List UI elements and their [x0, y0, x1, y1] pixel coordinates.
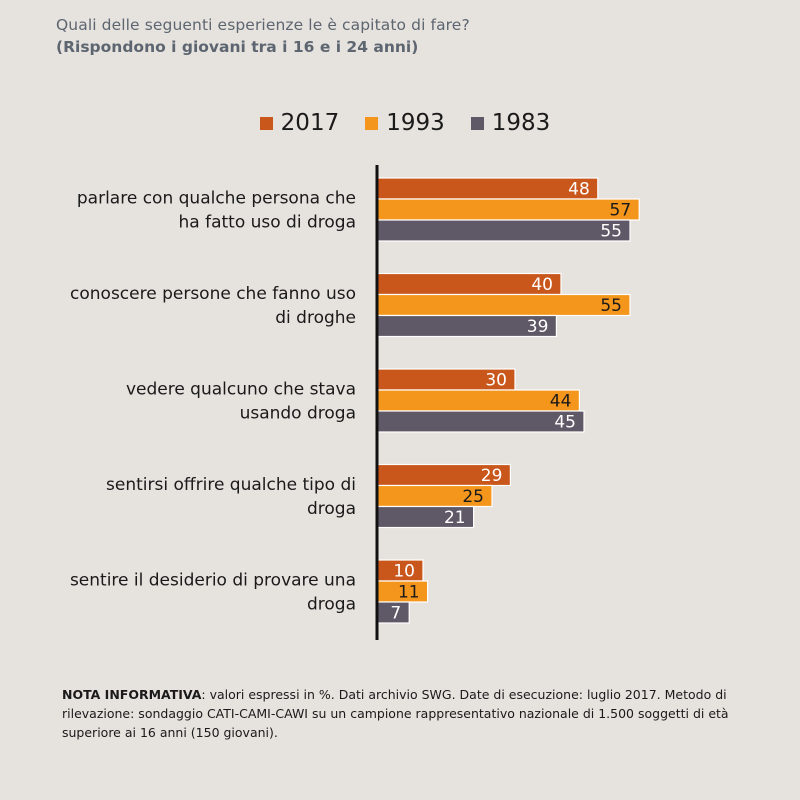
legend-item-1983: 1983 [470, 110, 551, 136]
bar-1993 [376, 293, 631, 317]
legend-label-1983: 1983 [491, 110, 551, 136]
data-label-2017: 30 [485, 371, 507, 391]
data-label-1993: 25 [462, 487, 484, 507]
data-label-1993: 44 [550, 392, 572, 412]
data-label-1983: 55 [600, 222, 622, 242]
data-label-1993: 55 [600, 296, 622, 316]
legend-item-1993: 1993 [365, 110, 445, 136]
chart-subtitle: (Rispondono i giovani tra i 16 e i 24 an… [56, 38, 419, 56]
data-label-1983: 39 [527, 317, 549, 337]
legend-swatch-1993 [365, 116, 379, 130]
bar-1983 [376, 219, 631, 242]
data-label-1983: 7 [390, 604, 401, 624]
legend-swatch-2017 [259, 116, 273, 130]
data-label-1993: 11 [398, 583, 420, 603]
data-label-1993: 57 [610, 201, 632, 221]
category-label: sentirsi offrire qualche tipo di droga [106, 475, 356, 519]
data-label-2017: 48 [568, 180, 590, 200]
data-label-1983: 45 [554, 413, 576, 433]
bar-1983 [376, 410, 585, 433]
legend: 2017 1993 1983 [0, 110, 800, 136]
footnote-label: NOTA INFORMATIVA [62, 687, 202, 702]
category-label: parlare con qualche persona che ha fatto … [77, 189, 356, 233]
footnote-text: : valori espressi in %. Dati archivio SW… [62, 687, 729, 740]
data-label-2017: 29 [481, 466, 503, 486]
legend-label-1993: 1993 [386, 110, 445, 136]
legend-swatch-1983 [470, 116, 484, 130]
category-label: conoscere persone che fanno uso di droghe [70, 284, 356, 328]
data-label-2017: 40 [531, 275, 553, 295]
footnote: NOTA INFORMATIVA: valori espressi in %. … [62, 685, 772, 742]
category-label: vedere qualcuno che stava usando droga [126, 380, 356, 424]
data-label-1983: 21 [444, 508, 466, 528]
bar-1993 [376, 198, 640, 221]
legend-label-2017: 2017 [280, 110, 340, 136]
category-label: sentire il desiderio di provare una droga [70, 571, 356, 615]
data-label-2017: 10 [393, 562, 415, 582]
bar-2017 [376, 177, 599, 200]
chart-title: Quali delle seguenti esperienze le è cap… [56, 16, 470, 34]
legend-item-2017: 2017 [259, 110, 340, 136]
